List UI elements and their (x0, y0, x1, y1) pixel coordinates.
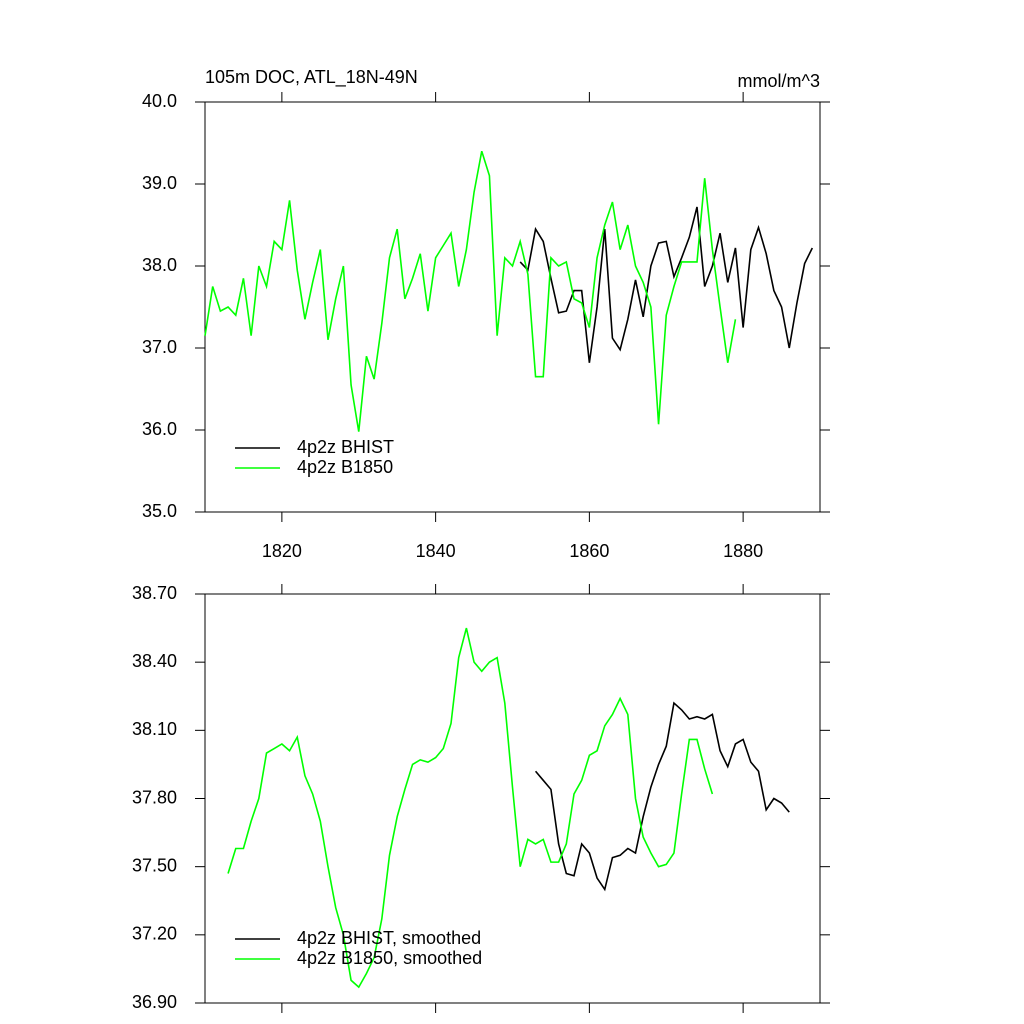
y-tick-label: 37.0 (142, 337, 177, 357)
data-line (534, 701, 790, 892)
y-tick-label: 36.0 (142, 419, 177, 439)
chart-title: 105m DOC, ATL_18N-49N (205, 67, 418, 88)
y-tick-label: 39.0 (142, 173, 177, 193)
y-tick-label: 38.10 (132, 719, 177, 739)
y-tick-label: 37.80 (132, 787, 177, 807)
plot-frame (204, 101, 821, 513)
x-tick-label: 1860 (569, 541, 609, 561)
legend-label: 4p2z BHIST, smoothed (297, 928, 481, 948)
y-tick-label: 37.20 (132, 924, 177, 944)
x-tick-label: 1820 (262, 541, 302, 561)
y-tick-label: 35.0 (142, 501, 177, 521)
y-tick-label: 40.0 (142, 91, 177, 111)
data-line (204, 150, 737, 432)
y-tick-label: 38.70 (132, 583, 177, 603)
legend-label: 4p2z B1850 (297, 457, 393, 477)
x-tick-label: 1840 (416, 541, 456, 561)
legend-label: 4p2z B1850, smoothed (297, 948, 482, 968)
units-label: mmol/m^3 (738, 71, 820, 91)
data-line (519, 206, 814, 363)
y-tick-label: 36.90 (132, 992, 177, 1012)
data-line (227, 627, 714, 989)
y-tick-label: 37.50 (132, 855, 177, 875)
legend-label: 4p2z BHIST (297, 437, 394, 457)
x-tick-label: 1880 (723, 541, 763, 561)
y-tick-label: 38.0 (142, 255, 177, 275)
y-tick-label: 38.40 (132, 651, 177, 671)
